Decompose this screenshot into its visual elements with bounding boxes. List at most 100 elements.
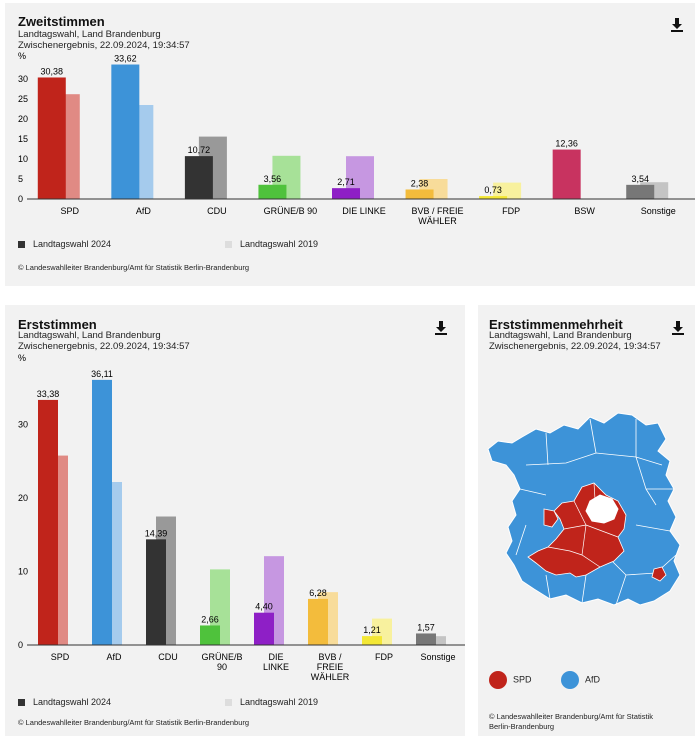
source-note-line-1: © Landeswahlleiter Brandenburg/Amt für S… bbox=[489, 712, 653, 721]
mehrheit-subtitle-2: Zwischenergebnis, 22.09.2024, 19:34:57 bbox=[489, 341, 661, 352]
data-label: 10,72 bbox=[188, 145, 211, 155]
category-label: SPD bbox=[51, 652, 70, 662]
y-tick-label: 25 bbox=[18, 94, 28, 104]
district-boundaries bbox=[515, 418, 677, 606]
y-tick-label: 30 bbox=[18, 420, 28, 430]
bar-2024 bbox=[552, 149, 581, 199]
brandenburg-constituency-map[interactable] bbox=[486, 405, 686, 615]
legend-label-2024: Landtagswahl 2024 bbox=[33, 697, 112, 707]
zweitstimmen-panel: Zweitstimmen Landtagswahl, Land Brandenb… bbox=[5, 3, 695, 286]
legend-swatch-afd bbox=[561, 671, 579, 689]
download-icon[interactable] bbox=[672, 321, 684, 340]
bar-2024 bbox=[111, 64, 140, 199]
erststimmen-panel: Erststimmen Landtagswahl, Land Brandenbu… bbox=[5, 305, 465, 736]
bar-2024 bbox=[92, 379, 112, 645]
source-note: © Landeswahlleiter Brandenburg/Amt für S… bbox=[18, 263, 250, 272]
berlin bbox=[585, 494, 619, 524]
y-tick-label: 10 bbox=[18, 567, 28, 577]
bar-2024 bbox=[405, 189, 434, 199]
category-label: Sonstige bbox=[641, 206, 676, 216]
legend-item-2019: Landtagswahl 2019 bbox=[225, 697, 318, 707]
bar-2024 bbox=[37, 77, 66, 199]
data-label: 2,66 bbox=[201, 614, 219, 624]
y-tick-label: 20 bbox=[18, 114, 28, 124]
zweitstimmen-subtitle-1: Landtagswahl, Land Brandenburg bbox=[18, 29, 161, 40]
bar-2024 bbox=[416, 633, 436, 645]
data-label: 36,11 bbox=[91, 369, 113, 379]
category-label: BVB / bbox=[318, 652, 342, 662]
zweitstimmen-chart: % 0 5 10 15 20 25 30 30,38 SPD 33,62 AfD 10,72 CDU 3,5… bbox=[18, 51, 695, 226]
download-icon[interactable] bbox=[435, 321, 447, 340]
category-label: GRÜNE/B bbox=[201, 652, 242, 662]
erststimmenmehrheit-panel: Erststimmenmehrheit Landtagswahl, Land B… bbox=[478, 305, 695, 736]
legend-item-2019: Landtagswahl 2019 bbox=[225, 239, 318, 249]
y-tick-label: 0 bbox=[18, 194, 23, 204]
bar-2024 bbox=[184, 156, 213, 199]
legend-item-afd: AfD bbox=[561, 671, 600, 689]
bar-2024 bbox=[362, 636, 382, 645]
data-label: 1,57 bbox=[417, 622, 435, 632]
category-label: WÄHLER bbox=[418, 216, 457, 226]
erststimmen-title: Erststimmen bbox=[18, 317, 97, 332]
legend-swatch-spd bbox=[489, 671, 507, 689]
data-label: 1,21 bbox=[363, 625, 381, 635]
district-boundaries bbox=[547, 482, 619, 568]
y-axis-unit: % bbox=[18, 353, 26, 363]
data-label: 3,56 bbox=[264, 174, 282, 184]
spd-region[interactable] bbox=[651, 566, 667, 582]
category-label: 90 bbox=[217, 662, 227, 672]
download-icon[interactable] bbox=[671, 18, 683, 37]
zweitstimmen-subtitle-2: Zwischenergebnis, 22.09.2024, 19:34:57 bbox=[18, 40, 190, 51]
spd-region[interactable] bbox=[543, 508, 559, 528]
category-label: LINKE bbox=[263, 662, 289, 672]
category-label: SPD bbox=[61, 206, 80, 216]
legend-item-spd: SPD bbox=[489, 671, 532, 689]
category-label: AfD bbox=[106, 652, 122, 662]
data-label: 2,71 bbox=[337, 177, 355, 187]
bar-2024 bbox=[332, 188, 360, 199]
data-label: 2,38 bbox=[411, 178, 429, 188]
y-tick-label: 10 bbox=[18, 154, 28, 164]
data-label: 6,28 bbox=[309, 588, 327, 598]
bar-2024 bbox=[308, 598, 328, 645]
category-label: FDP bbox=[375, 652, 393, 662]
legend-label-spd: SPD bbox=[513, 674, 532, 685]
legend-item-2024: Landtagswahl 2024 bbox=[18, 697, 111, 707]
y-tick-label: 5 bbox=[18, 174, 23, 184]
legend-item-2024: Landtagswahl 2024 bbox=[18, 239, 111, 249]
legend-label-2019: Landtagswahl 2019 bbox=[240, 239, 319, 249]
legend-label-2024: Landtagswahl 2024 bbox=[33, 239, 112, 249]
legend-label-2019: Landtagswahl 2019 bbox=[240, 697, 319, 707]
y-tick-label: 0 bbox=[18, 640, 23, 650]
bar-2024 bbox=[200, 625, 220, 645]
category-label: DIE LINKE bbox=[342, 206, 386, 216]
erststimmen-subtitle-2: Zwischenergebnis, 22.09.2024, 19:34:57 bbox=[18, 341, 190, 352]
y-axis-unit: % bbox=[18, 51, 26, 61]
legend-swatch-2024 bbox=[18, 241, 25, 249]
category-label: BSW bbox=[574, 206, 595, 216]
category-label: FREIE bbox=[317, 662, 344, 672]
bar-2024 bbox=[258, 184, 287, 199]
bar-2024 bbox=[38, 399, 58, 645]
category-label: BVB / FREIE bbox=[412, 206, 464, 216]
legend-swatch-2024 bbox=[18, 699, 25, 707]
data-label: 33,62 bbox=[114, 54, 137, 64]
source-note-line-2: Berlin-Brandenburg bbox=[489, 722, 555, 731]
legend-label-afd: AfD bbox=[585, 674, 601, 685]
bar-2024 bbox=[254, 612, 274, 645]
data-label: 30,38 bbox=[41, 66, 64, 76]
category-label: Sonstige bbox=[420, 652, 455, 662]
category-label: AfD bbox=[136, 206, 152, 216]
bar-2024 bbox=[479, 196, 508, 199]
data-label: 3,54 bbox=[631, 174, 649, 184]
bar-2019 bbox=[493, 182, 522, 199]
erststimmen-chart: % 0 10 20 30 33,38 SPD 36,11 AfD 14,39 CDU 2,66 GRÜN… bbox=[18, 353, 465, 682]
data-label: 4,40 bbox=[255, 602, 273, 612]
bar-2024 bbox=[626, 184, 655, 199]
y-tick-label: 20 bbox=[18, 493, 28, 503]
data-label: 14,39 bbox=[145, 528, 168, 538]
legend-swatch-2019 bbox=[225, 241, 232, 249]
category-label: CDU bbox=[158, 652, 178, 662]
source-note: © Landeswahlleiter Brandenburg/Amt für S… bbox=[18, 718, 250, 727]
zweitstimmen-title: Zweitstimmen bbox=[18, 14, 105, 29]
